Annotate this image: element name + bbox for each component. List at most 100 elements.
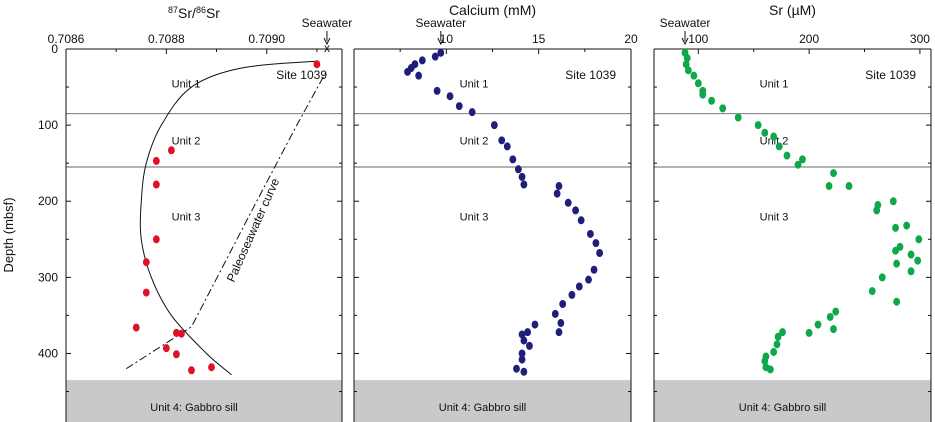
data-point bbox=[468, 108, 476, 117]
data-point bbox=[173, 328, 180, 337]
data-point bbox=[152, 235, 160, 244]
y-tick-label: 200 bbox=[38, 194, 58, 208]
data-point bbox=[694, 79, 702, 88]
data-point bbox=[907, 250, 915, 259]
data-point bbox=[455, 102, 463, 111]
gabbro-band bbox=[66, 380, 342, 422]
data-point bbox=[173, 350, 180, 359]
data-point bbox=[770, 132, 778, 141]
data-point bbox=[520, 180, 528, 189]
seawater-arrowhead bbox=[323, 37, 331, 46]
data-point bbox=[590, 265, 598, 274]
data-point bbox=[903, 221, 911, 230]
data-point bbox=[799, 155, 806, 164]
data-point bbox=[555, 182, 563, 191]
x-axis-title-sup: 87 bbox=[168, 5, 178, 15]
data-point bbox=[498, 136, 506, 145]
data-point bbox=[446, 92, 454, 101]
x-axis-title: Calcium (mM) bbox=[449, 2, 536, 18]
data-point bbox=[513, 364, 520, 373]
data-point bbox=[914, 256, 922, 265]
data-point bbox=[830, 325, 837, 334]
data-point bbox=[775, 142, 783, 151]
data-point bbox=[690, 71, 698, 80]
data-point bbox=[167, 146, 175, 155]
data-point bbox=[555, 328, 563, 337]
data-point bbox=[518, 172, 526, 181]
x-tick-label: 20 bbox=[624, 32, 638, 46]
unit-label: Unit 3 bbox=[460, 211, 489, 223]
data-point bbox=[683, 54, 691, 63]
data-point bbox=[682, 60, 690, 69]
panel-calcium: Unit 4: Gabbro sill Unit 1 Unit 2 Unit 3 Sit… bbox=[353, 2, 638, 422]
unit-label: Unit 3 bbox=[172, 211, 201, 223]
data-point bbox=[708, 96, 716, 105]
x-tick-label: 10 bbox=[440, 32, 454, 46]
x-tick-label: 300 bbox=[910, 32, 930, 46]
data-point bbox=[490, 121, 498, 130]
data-point bbox=[433, 86, 441, 95]
data-point bbox=[892, 246, 899, 255]
data-point bbox=[518, 349, 526, 358]
data-point bbox=[162, 344, 170, 353]
data-point bbox=[142, 288, 150, 297]
data-point bbox=[526, 341, 533, 350]
data-point bbox=[783, 151, 791, 160]
fit-curve bbox=[139, 60, 317, 376]
gabbro-label: Unit 4: Gabbro sill bbox=[439, 402, 526, 414]
data-point bbox=[313, 60, 321, 69]
y-tick-label: 0 bbox=[51, 42, 58, 56]
unit-label: Unit 2 bbox=[172, 135, 201, 147]
data-point bbox=[805, 328, 813, 337]
data-point bbox=[873, 206, 881, 215]
data-point bbox=[825, 182, 833, 191]
gabbro-label: Unit 4: Gabbro sill bbox=[739, 402, 826, 414]
data-point bbox=[152, 180, 160, 189]
data-point bbox=[830, 169, 837, 178]
data-point bbox=[415, 71, 423, 80]
site-label: Site 1039 bbox=[565, 68, 616, 82]
seawater-arrowhead bbox=[437, 37, 445, 46]
data-point bbox=[832, 307, 840, 316]
data-point bbox=[889, 197, 897, 206]
data-point bbox=[868, 287, 876, 296]
data-point bbox=[437, 48, 445, 57]
data-point bbox=[893, 297, 901, 306]
data-point bbox=[520, 336, 528, 345]
y-tick-label: 100 bbox=[38, 118, 58, 132]
data-point bbox=[188, 366, 195, 375]
data-point bbox=[524, 328, 531, 337]
data-point bbox=[684, 66, 692, 75]
data-point bbox=[774, 332, 782, 341]
data-point bbox=[418, 56, 426, 65]
data-point bbox=[568, 290, 576, 299]
site-label: Site 1039 bbox=[865, 68, 916, 82]
data-point bbox=[575, 282, 583, 291]
data-point bbox=[132, 323, 140, 332]
unit-label: Unit 1 bbox=[172, 78, 201, 90]
data-point bbox=[572, 206, 579, 215]
unit-label: Unit 3 bbox=[760, 211, 789, 223]
seawater-label: Seawater bbox=[660, 16, 711, 30]
x-tick-label: 15 bbox=[532, 32, 546, 46]
data-point bbox=[142, 258, 150, 267]
data-point bbox=[553, 189, 561, 198]
data-point bbox=[514, 165, 522, 174]
data-point bbox=[761, 357, 769, 366]
data-point bbox=[814, 320, 822, 329]
data-point bbox=[845, 182, 853, 191]
data-point bbox=[596, 249, 604, 258]
x-axis-title-part: Sr/ bbox=[178, 5, 196, 21]
gabbro-band bbox=[654, 380, 931, 422]
data-point bbox=[794, 160, 802, 169]
x-tick-label: 0.7086 bbox=[48, 32, 85, 46]
data-point bbox=[773, 340, 781, 349]
data-point bbox=[531, 320, 539, 329]
data-point bbox=[585, 275, 592, 284]
x-axis-title: Sr (µM) bbox=[769, 2, 816, 18]
data-point bbox=[208, 363, 215, 372]
x-tick-label: 0.7090 bbox=[248, 32, 285, 46]
data-point bbox=[431, 52, 439, 61]
